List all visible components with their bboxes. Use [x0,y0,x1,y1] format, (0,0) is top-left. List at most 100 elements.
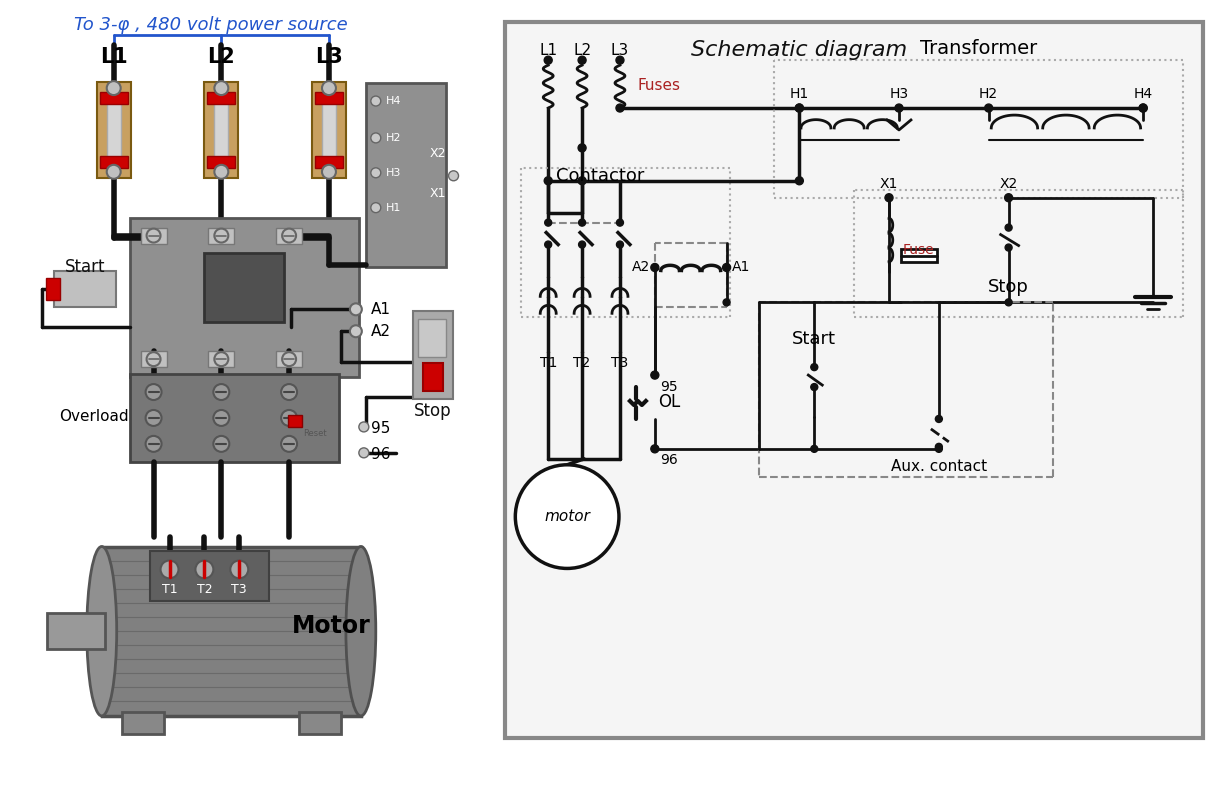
Text: motor: motor [545,509,590,524]
Bar [214,100,229,160]
Circle shape [811,383,818,391]
Text: A2: A2 [371,324,390,339]
Text: H3: H3 [385,168,401,178]
Text: 95: 95 [660,380,677,394]
Circle shape [1139,104,1147,112]
Bar [100,156,128,168]
Bar [47,613,105,649]
Text: T3: T3 [612,356,629,370]
Bar [313,82,345,178]
Circle shape [617,56,624,65]
Circle shape [579,241,586,248]
Circle shape [1006,224,1012,231]
Circle shape [795,104,804,112]
Bar [208,351,235,367]
Text: Start: Start [64,258,105,277]
Text: A2: A2 [631,261,649,274]
Circle shape [281,384,297,400]
Text: L2: L2 [573,43,591,58]
Circle shape [213,384,230,400]
Circle shape [935,445,942,453]
Bar [97,82,130,178]
Bar [141,351,167,367]
Text: 96: 96 [660,453,677,466]
Circle shape [811,364,818,370]
Circle shape [371,203,381,213]
Text: L3: L3 [610,43,629,58]
Bar [208,92,235,104]
Text: T1: T1 [540,356,557,370]
Bar [901,249,936,262]
Circle shape [722,263,731,271]
Text: OL: OL [658,393,680,411]
Circle shape [811,445,818,453]
Text: Stop: Stop [413,402,451,420]
Circle shape [617,104,624,112]
Circle shape [516,465,619,568]
Circle shape [885,194,893,202]
Text: Fuse: Fuse [903,243,935,257]
Ellipse shape [345,546,376,716]
Circle shape [935,443,942,450]
Text: T1: T1 [162,583,178,596]
Circle shape [359,448,368,458]
Text: H1: H1 [789,87,809,101]
Bar [208,228,235,244]
Circle shape [1006,244,1012,251]
Circle shape [651,445,659,453]
Circle shape [107,82,120,95]
Bar [130,374,339,462]
Text: X1: X1 [429,187,446,200]
Circle shape [371,96,381,106]
Circle shape [545,241,552,248]
Text: A1: A1 [371,302,390,317]
Circle shape [146,384,162,400]
Circle shape [895,104,903,112]
Circle shape [161,560,179,579]
Circle shape [1139,104,1147,112]
Bar [315,92,343,104]
Circle shape [214,228,229,243]
Bar [204,82,238,178]
Text: 96: 96 [371,447,390,462]
Circle shape [147,352,161,366]
Text: Overload: Overload [58,409,129,424]
Bar [276,228,302,244]
Bar [423,363,443,391]
Circle shape [545,56,552,65]
Circle shape [282,228,295,243]
Bar [122,712,163,734]
Circle shape [214,82,229,95]
Bar [150,551,269,601]
Circle shape [196,560,213,579]
Circle shape [350,303,362,316]
Circle shape [545,220,552,226]
Circle shape [107,165,120,179]
Bar [322,100,336,160]
Bar [315,156,343,168]
Circle shape [146,436,162,452]
Bar [208,156,235,168]
Text: Motor: Motor [292,614,371,638]
Circle shape [350,325,362,337]
Circle shape [214,352,229,366]
Text: Contactor: Contactor [556,167,644,185]
Circle shape [985,104,992,112]
Circle shape [322,82,336,95]
Text: L2: L2 [208,47,235,67]
Circle shape [449,171,458,181]
Circle shape [724,299,730,306]
Circle shape [935,416,942,422]
Text: H2: H2 [979,87,998,101]
Text: Schematic diagram: Schematic diagram [691,40,907,61]
Text: Transformer: Transformer [921,39,1037,58]
Circle shape [795,177,804,185]
Bar [54,271,116,307]
Text: To 3-φ , 480 volt power source: To 3-φ , 480 volt power source [74,16,348,35]
Text: T2: T2 [197,583,213,596]
Bar [276,351,302,367]
Ellipse shape [86,546,117,716]
Circle shape [230,560,248,579]
Bar [107,100,120,160]
Circle shape [617,220,624,226]
